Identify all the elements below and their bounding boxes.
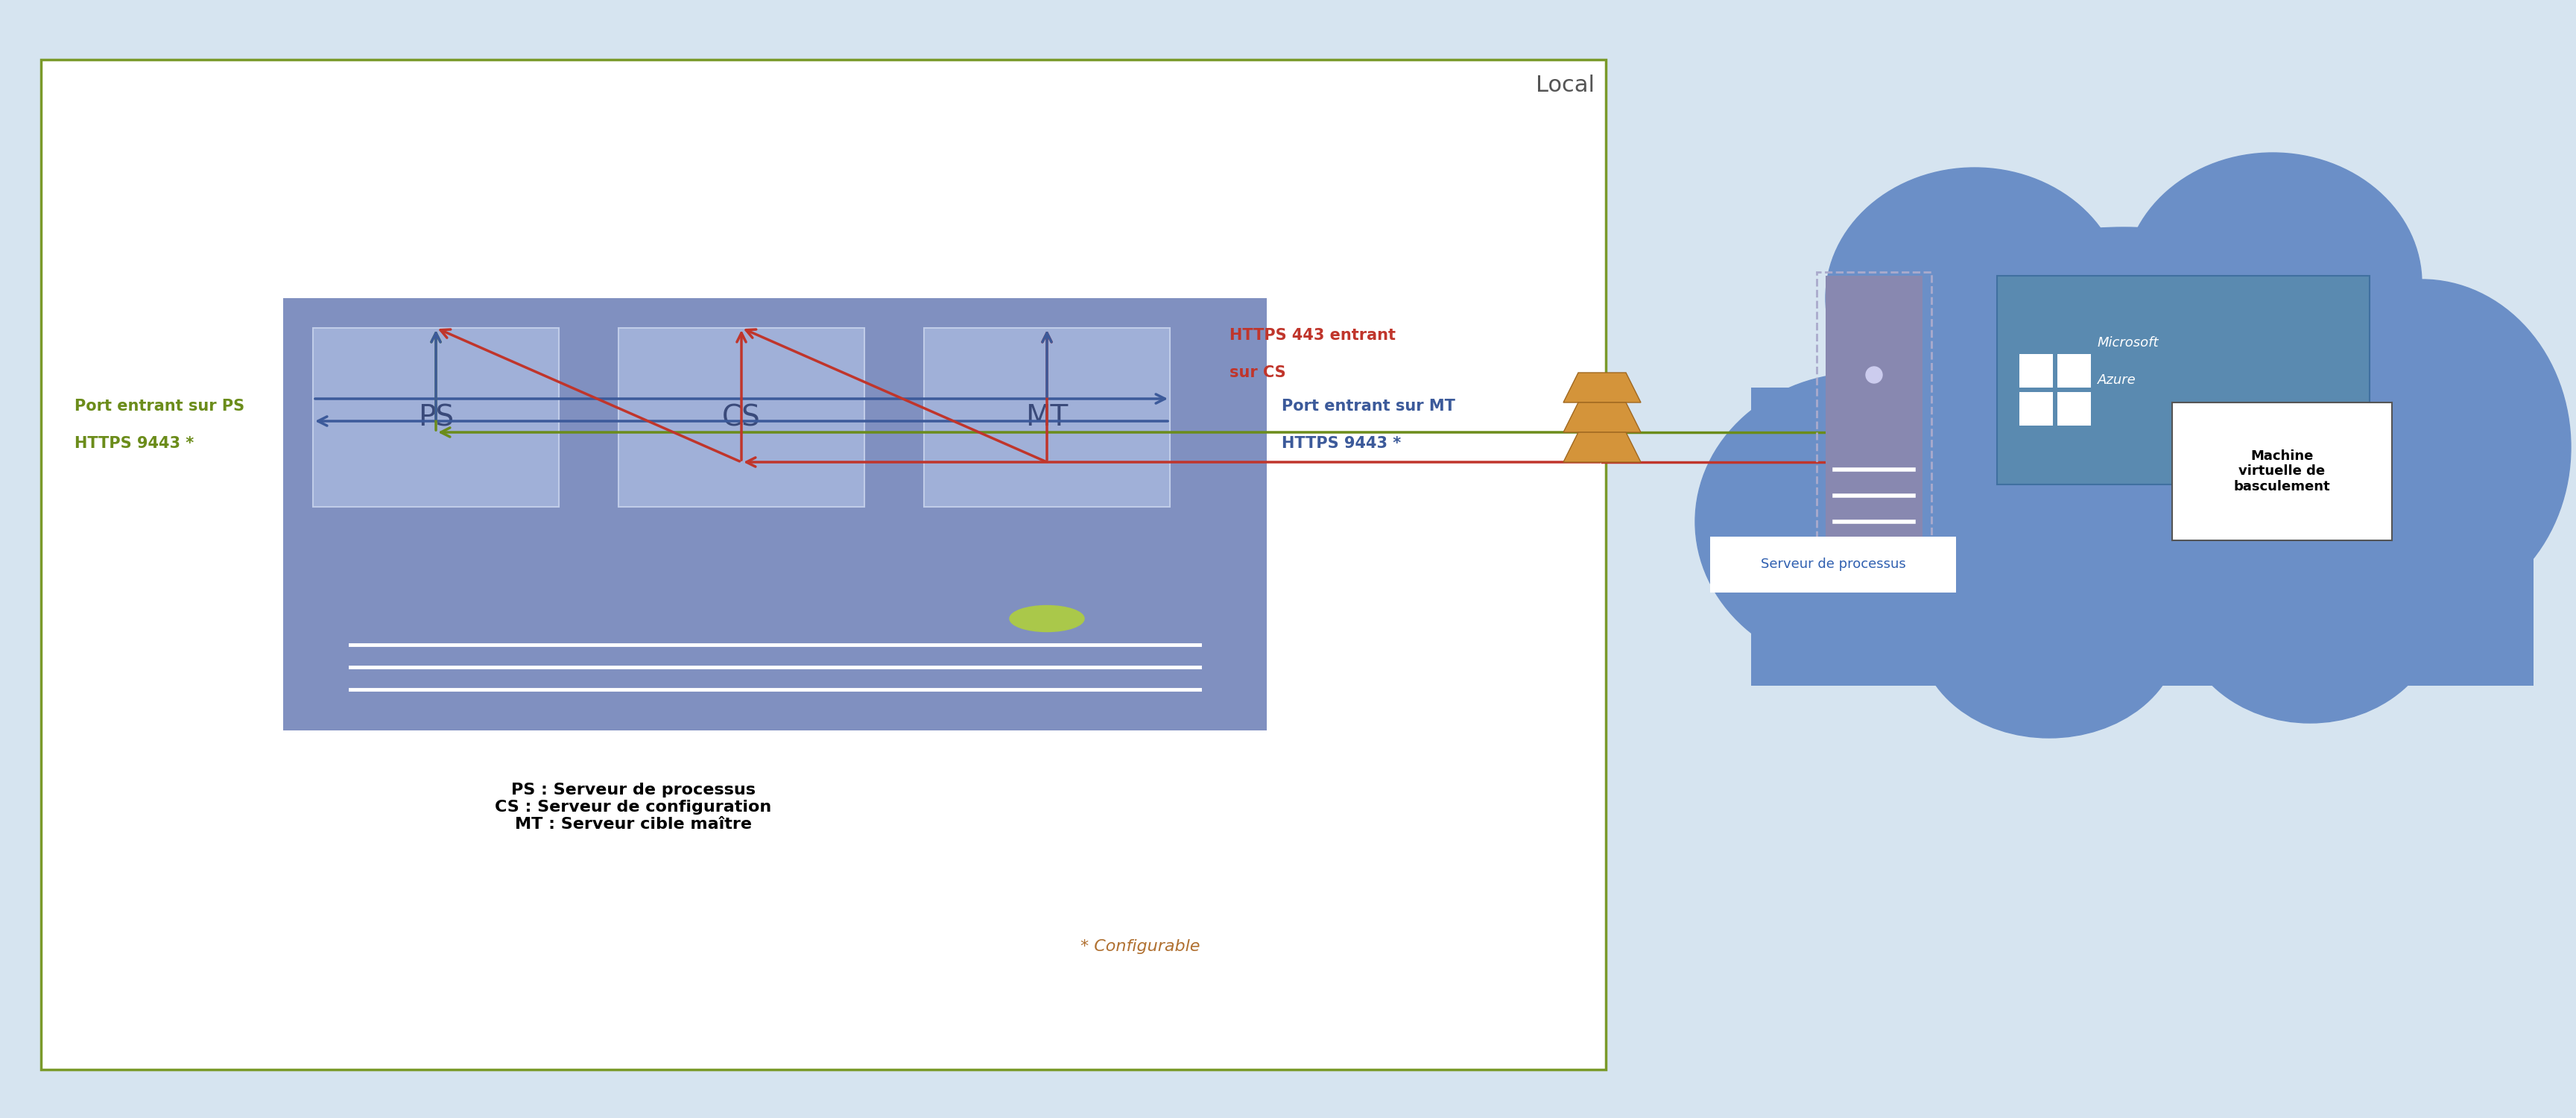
Text: Serveur de processus: Serveur de processus (1759, 558, 1906, 571)
Text: PS : Serveur de processus
CS : Serveur de configuration
MT : Serveur cible maîtr: PS : Serveur de processus CS : Serveur d… (495, 783, 773, 832)
Ellipse shape (1010, 606, 1084, 632)
Text: Local: Local (1535, 75, 1595, 96)
Text: Machine
virtuelle de
basculement: Machine virtuelle de basculement (2233, 449, 2331, 494)
FancyBboxPatch shape (1996, 276, 2370, 484)
FancyBboxPatch shape (2172, 402, 2393, 540)
FancyBboxPatch shape (1752, 388, 2535, 685)
Text: MT: MT (1025, 404, 1069, 432)
Text: CS: CS (721, 404, 760, 432)
Text: Microsoft: Microsoft (2097, 337, 2159, 350)
Text: sur CS: sur CS (1229, 366, 1285, 380)
Polygon shape (1564, 402, 1641, 433)
FancyBboxPatch shape (2058, 354, 2092, 388)
Polygon shape (1564, 433, 1641, 462)
Ellipse shape (1865, 367, 1883, 383)
Text: * Configurable: * Configurable (1079, 939, 1200, 954)
FancyBboxPatch shape (2058, 392, 2092, 426)
Ellipse shape (2123, 153, 2421, 414)
Ellipse shape (2179, 500, 2439, 723)
Ellipse shape (1844, 227, 2403, 637)
Ellipse shape (1919, 529, 2179, 738)
FancyBboxPatch shape (2020, 392, 2053, 426)
Text: HTTPS 443 entrant: HTTPS 443 entrant (1229, 328, 1396, 343)
Text: Port entrant sur PS: Port entrant sur PS (75, 399, 245, 414)
FancyBboxPatch shape (925, 328, 1170, 506)
FancyBboxPatch shape (1710, 537, 1955, 593)
Ellipse shape (2272, 280, 2571, 615)
Text: HTTPS 9443 *: HTTPS 9443 * (1283, 436, 1401, 451)
Ellipse shape (1695, 372, 2030, 671)
FancyBboxPatch shape (312, 328, 559, 506)
Text: PS: PS (417, 404, 453, 432)
Text: Port entrant sur MT: Port entrant sur MT (1283, 399, 1455, 414)
Ellipse shape (1826, 168, 2123, 428)
FancyBboxPatch shape (1826, 276, 1922, 559)
FancyBboxPatch shape (2020, 354, 2053, 388)
FancyBboxPatch shape (618, 328, 866, 506)
Text: HTTPS 9443 *: HTTPS 9443 * (75, 436, 193, 451)
FancyBboxPatch shape (283, 299, 1267, 730)
Text: Azure: Azure (2097, 373, 2136, 387)
FancyBboxPatch shape (41, 59, 1605, 1070)
Polygon shape (1564, 372, 1641, 402)
